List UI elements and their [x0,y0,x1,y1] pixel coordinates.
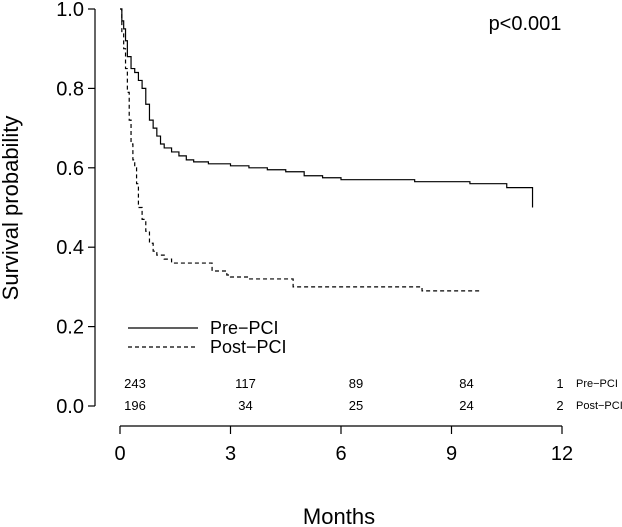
risk-row-label: Pre−PCI [576,378,618,390]
x-tick-label: 12 [551,443,573,465]
p-value-annotation: p<0.001 [489,13,562,35]
risk-count: 89 [349,376,363,391]
risk-count: 24 [459,398,473,413]
x-tick-label: 9 [446,443,457,465]
risk-count: 243 [124,376,146,391]
x-axis-title: Months [303,504,375,527]
survival-curve-pre-pci [120,8,534,208]
y-tick-label: 1.0 [56,0,84,21]
risk-count: 25 [349,398,363,413]
y-tick-label: 0.4 [56,237,84,259]
risk-table: 243 117 89 84 1 Pre−PCI 196 34 25 24 2 Post−PCI [124,376,622,413]
x-tick-label: 6 [335,443,346,465]
risk-count: 84 [459,376,473,391]
legend-label: Post−PCI [210,337,287,357]
y-tick-label: 0.8 [56,78,84,100]
x-tick-label: 0 [114,443,125,465]
x-tick-label: 3 [225,443,236,465]
risk-count: 117 [235,376,256,391]
legend-label: Pre−PCI [210,318,279,338]
survival-curve-post-pci [120,8,481,292]
survival-curves [120,8,534,292]
risk-row-index: 1 [556,376,563,391]
axes: 0.00.20.40.60.81.00 3 6 9 12 [56,0,573,465]
risk-count: 196 [124,398,146,413]
y-axis-title: Survival probability [0,116,23,301]
risk-count: 34 [238,398,252,413]
risk-row-index: 2 [556,398,563,413]
y-tick-label: 0.6 [56,158,84,180]
y-tick-label: 0.0 [56,396,84,418]
y-tick-label: 0.2 [56,317,84,339]
risk-row-label: Post−PCI [576,400,622,412]
